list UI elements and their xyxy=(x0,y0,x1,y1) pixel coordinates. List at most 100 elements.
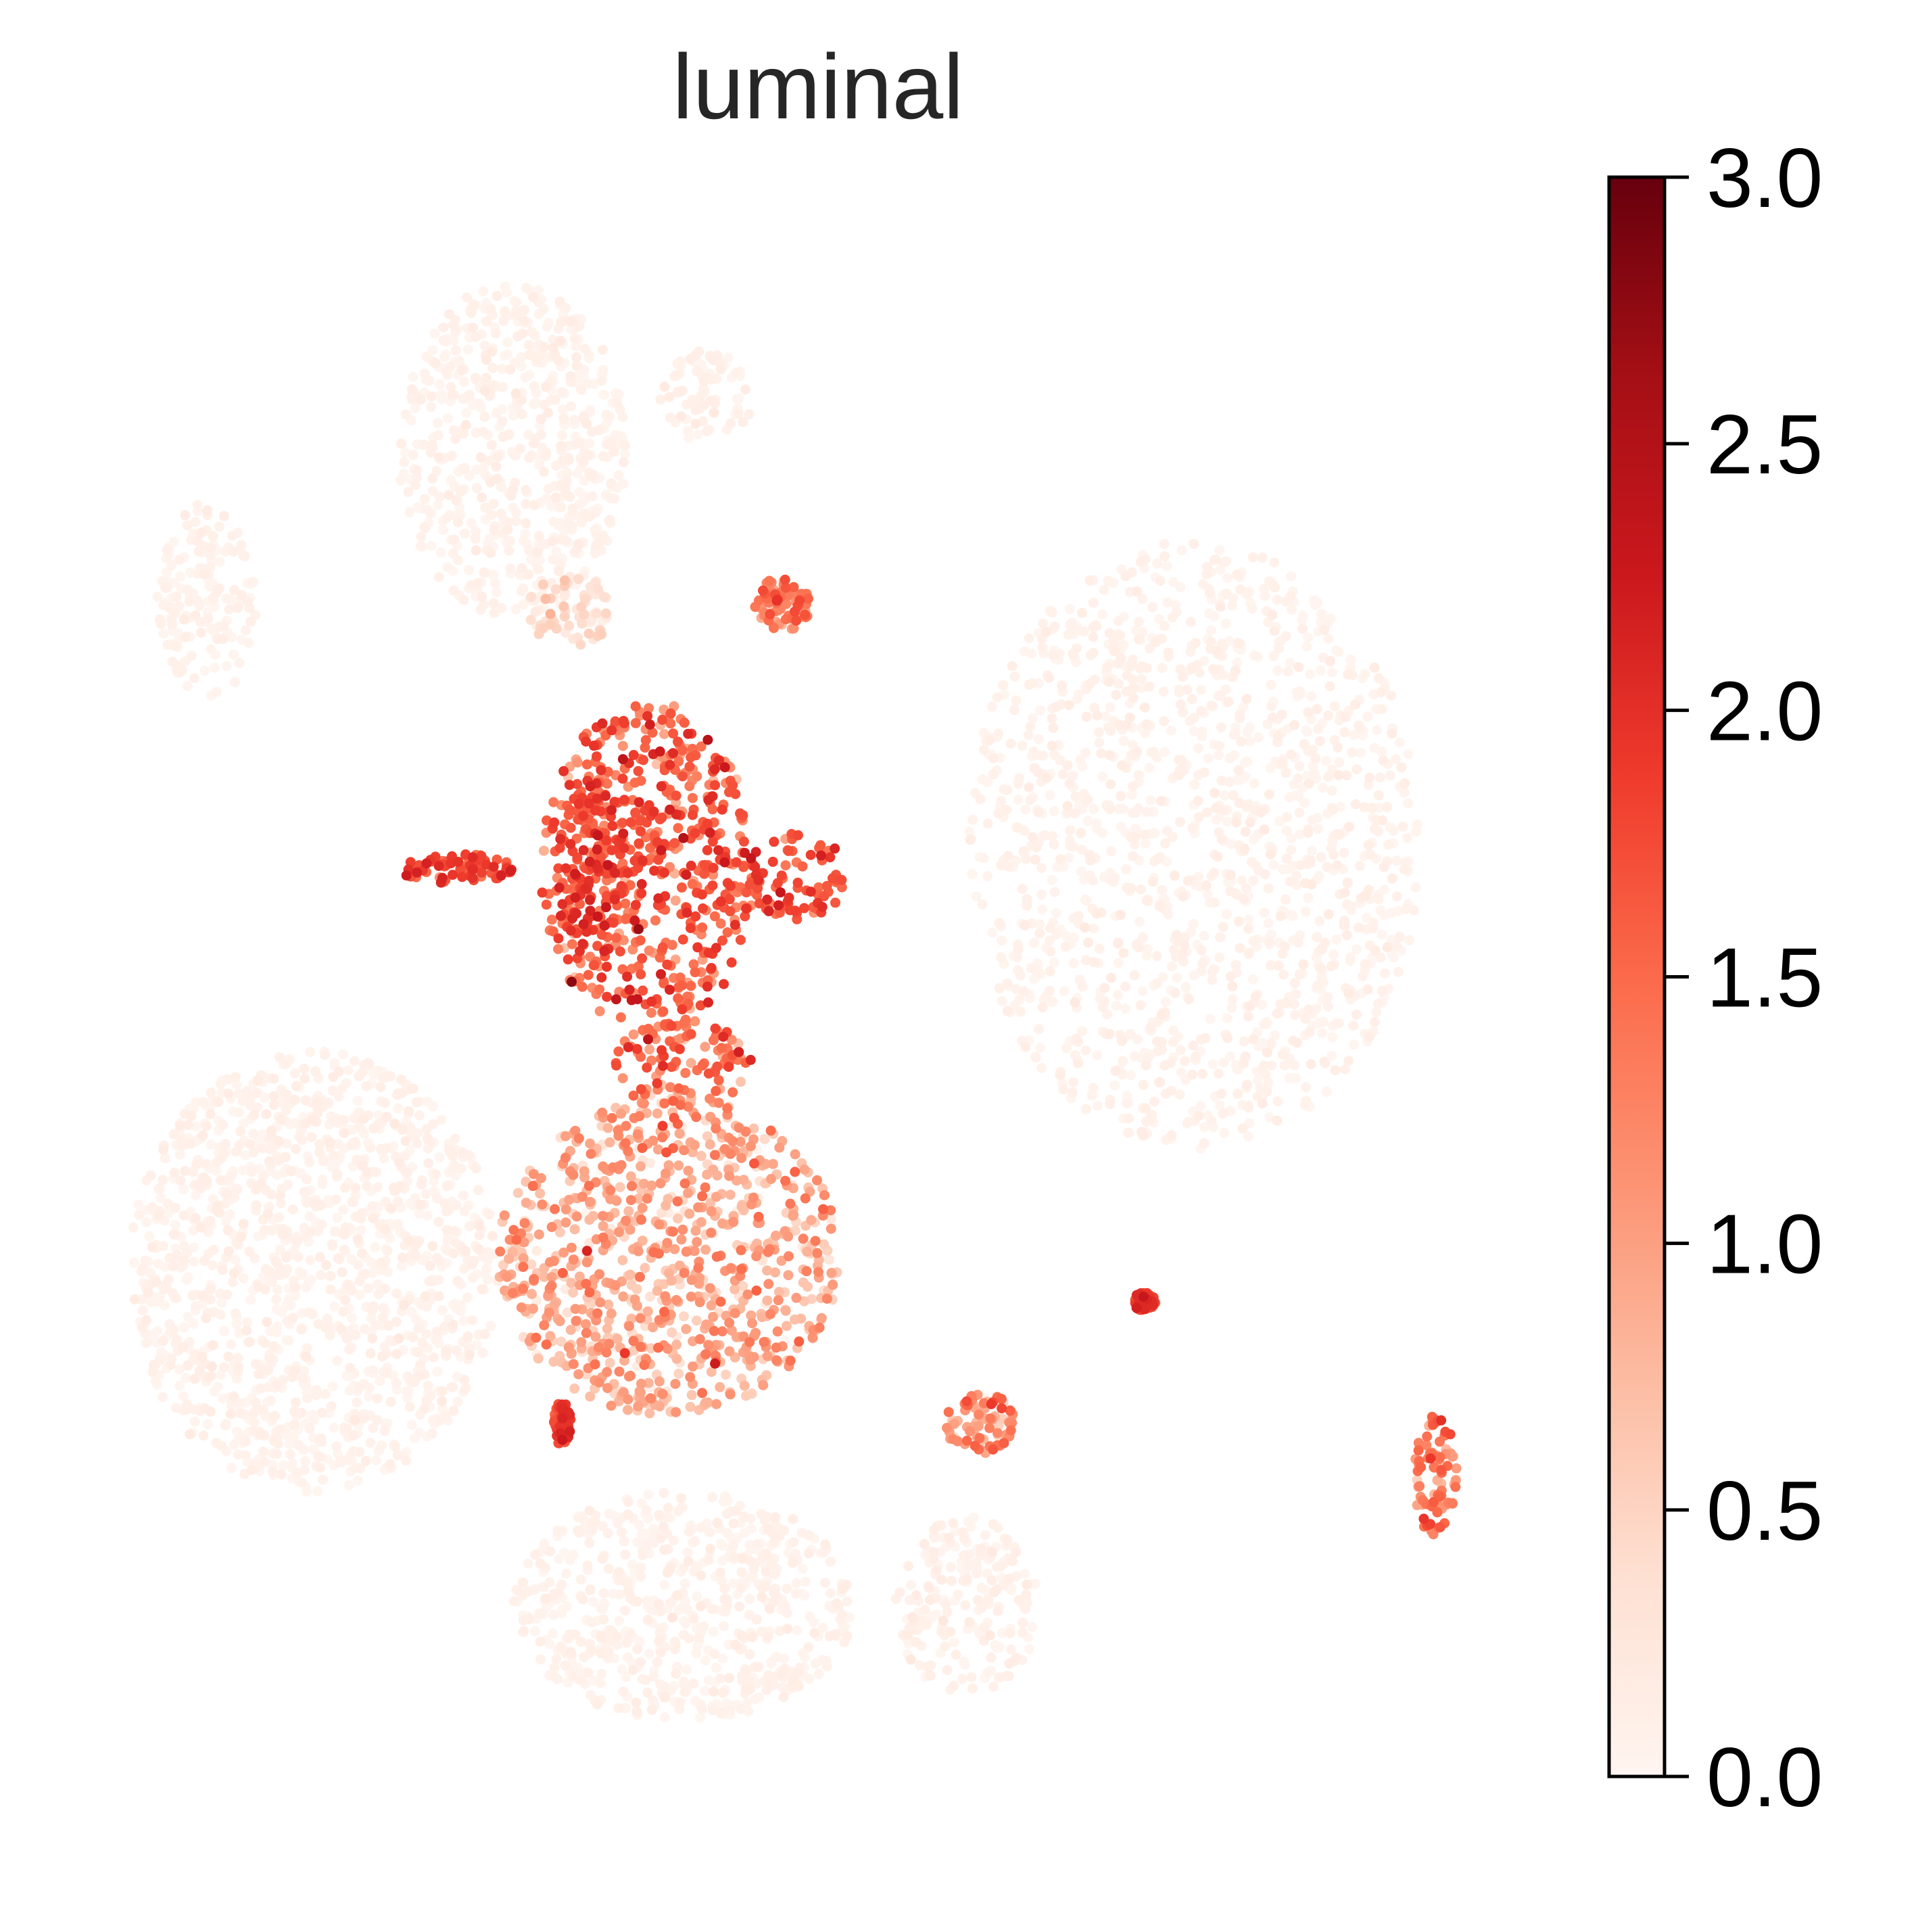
cell-point xyxy=(555,335,566,346)
cell-point xyxy=(728,1518,739,1529)
cell-point xyxy=(585,1391,596,1402)
cell-point xyxy=(1243,924,1254,935)
cell-point xyxy=(744,408,755,419)
cell-point xyxy=(147,1367,158,1377)
cell-point xyxy=(967,1683,978,1694)
cell-point xyxy=(423,1380,433,1391)
cell-point xyxy=(982,1668,993,1678)
cell-point xyxy=(1149,828,1160,839)
cell-point xyxy=(691,1315,702,1326)
cell-point xyxy=(379,1153,389,1164)
cell-point xyxy=(709,1649,720,1659)
cell-point xyxy=(813,1669,824,1679)
cell-point xyxy=(348,1446,359,1457)
cell-point xyxy=(424,1276,435,1287)
cell-point xyxy=(199,1255,210,1266)
cell-point xyxy=(302,1393,313,1404)
cell-point xyxy=(202,505,213,515)
cell-point xyxy=(1080,922,1091,933)
cell-point xyxy=(1380,968,1390,979)
cell-point xyxy=(1234,797,1245,808)
cell-point xyxy=(179,1241,189,1251)
cell-point xyxy=(472,578,483,588)
cell-point xyxy=(664,392,675,402)
cell-point xyxy=(1185,617,1196,628)
cell-point xyxy=(959,1550,970,1561)
cell-point xyxy=(216,1153,227,1163)
cell-point xyxy=(1134,916,1145,927)
cell-point xyxy=(218,634,229,644)
cell-point xyxy=(573,539,583,550)
cell-point xyxy=(289,1095,300,1105)
cell-point xyxy=(1081,711,1092,722)
cell-point xyxy=(1369,662,1380,673)
cell-point xyxy=(1227,981,1238,991)
cell-point xyxy=(1377,704,1387,715)
cell-point xyxy=(174,1149,185,1160)
cell-point xyxy=(1191,638,1201,649)
cell-point xyxy=(591,540,602,550)
cell-point xyxy=(545,1546,556,1557)
cell-point xyxy=(1303,778,1314,789)
cell-point xyxy=(1280,894,1291,905)
cell-point xyxy=(182,520,193,531)
cell-point xyxy=(462,1331,473,1342)
cell-point xyxy=(365,1438,376,1448)
cell-point xyxy=(837,1609,848,1620)
cell-point xyxy=(1059,986,1070,997)
cell-point xyxy=(1024,782,1034,793)
cell-point xyxy=(179,1166,190,1177)
cell-point xyxy=(1117,760,1127,771)
cell-point xyxy=(1318,1016,1329,1027)
cell-point xyxy=(1329,849,1339,860)
cell-point xyxy=(364,1058,375,1069)
cell-point xyxy=(1140,1103,1151,1114)
cell-point xyxy=(1286,571,1297,582)
cell-point xyxy=(725,418,736,429)
cell-point xyxy=(596,1648,606,1659)
cell-point xyxy=(1266,701,1277,711)
cell-point xyxy=(461,408,472,418)
cell-point xyxy=(463,344,473,355)
cell-point xyxy=(448,1319,458,1330)
cell-point xyxy=(414,1208,425,1219)
cell-point xyxy=(367,1333,378,1344)
cell-point xyxy=(496,509,506,519)
cell-point xyxy=(702,1397,713,1408)
cell-point xyxy=(696,390,707,401)
cell-point xyxy=(352,1397,362,1408)
cell-point xyxy=(741,1665,752,1676)
cell-point xyxy=(1166,1085,1177,1096)
cell-point xyxy=(429,328,440,339)
cell-point xyxy=(1085,855,1096,866)
cell-point xyxy=(1290,1010,1300,1020)
cell-point xyxy=(744,1684,755,1695)
cell-point xyxy=(235,1126,246,1137)
cell-point xyxy=(221,593,232,604)
cell-point xyxy=(643,1513,654,1524)
cell-point xyxy=(233,1449,243,1460)
cell-point xyxy=(1032,767,1043,778)
cell-point xyxy=(695,1712,706,1723)
cell-point xyxy=(770,1512,780,1523)
cell-point xyxy=(575,639,586,650)
cell-point xyxy=(986,701,997,712)
cell-point xyxy=(218,621,229,631)
cell-point xyxy=(1058,1084,1069,1095)
cell-point xyxy=(964,1617,975,1628)
cell-point xyxy=(592,1699,602,1710)
cell-point xyxy=(304,1047,315,1058)
cell-point xyxy=(1225,1051,1236,1062)
cell-point xyxy=(641,1505,652,1515)
cell-point xyxy=(421,1251,432,1262)
cell-point xyxy=(504,545,515,556)
cell-point xyxy=(600,608,611,619)
cell-point xyxy=(459,1206,470,1217)
cell-point xyxy=(402,1167,412,1177)
cell-point xyxy=(1068,649,1078,659)
cell-point xyxy=(684,1526,694,1537)
cell-point xyxy=(584,1505,595,1516)
cell-point xyxy=(1036,1062,1047,1073)
cell-point xyxy=(404,1106,414,1116)
cell-point xyxy=(1152,1036,1162,1047)
